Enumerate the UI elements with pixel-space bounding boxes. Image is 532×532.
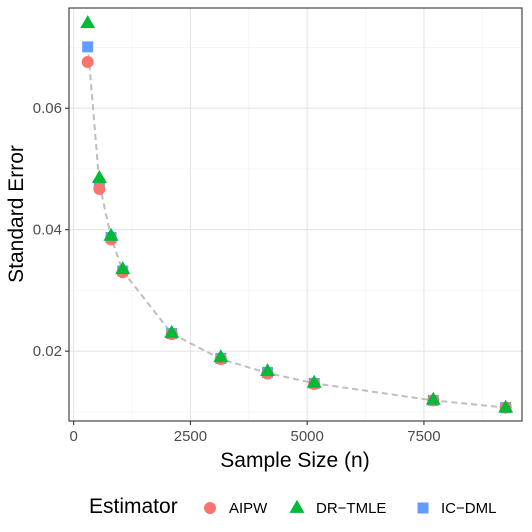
legend-title: Estimator bbox=[89, 495, 178, 518]
legend: Estimator AIPW DR−TMLE IC−DML bbox=[89, 495, 496, 518]
point-dr-tmle bbox=[80, 15, 96, 29]
y-tick-label: 0.04 bbox=[33, 222, 62, 239]
legend-key-ic-dml bbox=[417, 502, 429, 514]
x-tick-label: 0 bbox=[69, 428, 77, 445]
point-dr-tmle bbox=[425, 391, 441, 405]
x-tick-label: 5000 bbox=[290, 428, 323, 445]
point-dr-tmle bbox=[498, 399, 514, 413]
point-dr-tmle bbox=[115, 261, 131, 275]
y-axis-title: Standard Error bbox=[5, 145, 28, 283]
point-dr-tmle bbox=[306, 374, 322, 388]
point-dr-tmle bbox=[91, 170, 107, 183]
grid bbox=[69, 8, 522, 421]
legend-key-aipw bbox=[204, 502, 216, 514]
x-axis-title: Sample Size (n) bbox=[220, 449, 369, 472]
y-tick-label: 0.02 bbox=[33, 343, 62, 360]
panel-border bbox=[68, 7, 523, 422]
point-aipw bbox=[93, 182, 106, 195]
points-layer bbox=[80, 15, 514, 414]
legend-label-dr-tmle: DR−TMLE bbox=[316, 500, 386, 517]
legend-label-ic-dml: IC−DML bbox=[441, 500, 496, 517]
trend-line bbox=[86, 44, 506, 409]
point-dr-tmle bbox=[103, 227, 119, 241]
trend-line-layer bbox=[86, 44, 506, 409]
point-dr-tmle bbox=[260, 363, 275, 377]
legend-key-dr-tmle bbox=[289, 499, 305, 513]
x-axis-ticks: 0 2500 5000 7500 bbox=[69, 421, 441, 445]
point-aipw bbox=[81, 56, 94, 69]
point-dr-tmle bbox=[213, 349, 229, 363]
point-ic-dml bbox=[82, 41, 94, 53]
x-tick-label: 2500 bbox=[174, 428, 207, 445]
y-tick-label: 0.06 bbox=[33, 100, 62, 117]
legend-label-aipw: AIPW bbox=[229, 500, 268, 517]
panel-background bbox=[69, 8, 522, 421]
y-axis-ticks: 0.02 0.04 0.06 bbox=[33, 100, 69, 360]
x-tick-label: 7500 bbox=[407, 428, 440, 445]
point-dr-tmle bbox=[164, 324, 180, 338]
